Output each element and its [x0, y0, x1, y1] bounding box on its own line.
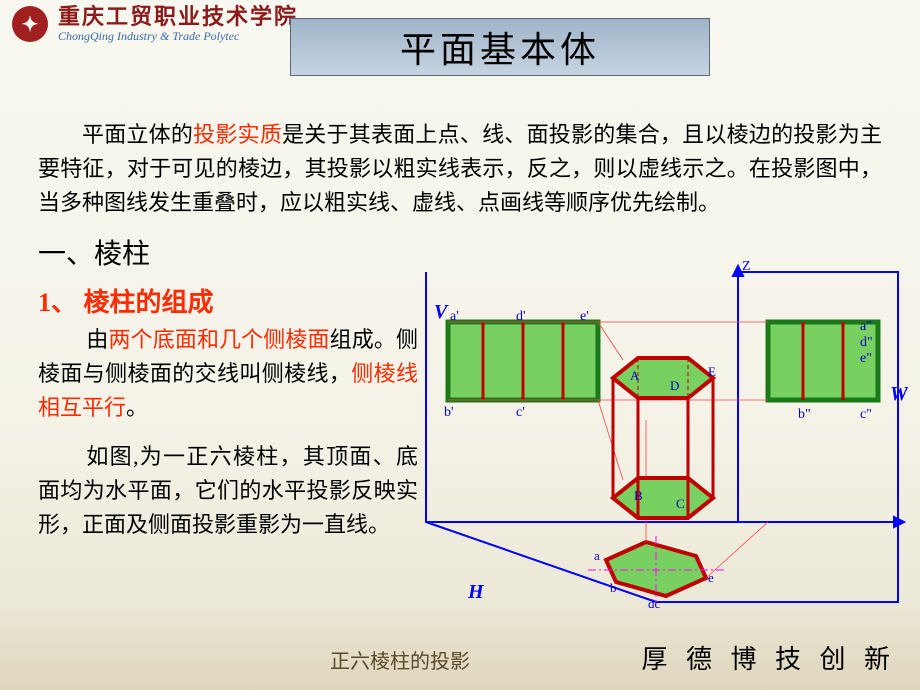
top-projection — [588, 536, 724, 604]
body1-hl1: 两个底面和几个侧棱面 — [109, 327, 330, 352]
vl-B: B — [634, 488, 643, 503]
composition-paragraph: 由两个底面和几个侧棱面组成。侧棱面与侧棱面的交线叫侧棱线，侧棱线相互平行。 — [38, 323, 418, 425]
intro-highlight: 投影实质 — [193, 122, 282, 147]
sl-d: d" — [860, 335, 873, 350]
vl-D: D — [670, 378, 679, 393]
school-name: 重庆工贸职业技术学院 ChongQing Industry & Trade Po… — [58, 6, 298, 42]
vl-C: C — [676, 496, 685, 511]
sl-c: c" — [860, 407, 872, 422]
sl-b: b" — [798, 407, 811, 422]
front-projection — [448, 322, 598, 400]
school-name-en: ChongQing Industry & Trade Polytec — [58, 30, 298, 42]
hex-prism — [613, 358, 713, 518]
page-title: 平面基本体 — [400, 21, 600, 73]
footer-motto: 厚 德 博 技 创 新 — [641, 639, 896, 676]
left-column: 由两个底面和几个侧棱面组成。侧棱面与侧棱面的交线叫侧棱线，侧棱线相互平行。 如图… — [38, 323, 418, 542]
tl-b: b — [610, 580, 617, 595]
sl-a: a" — [860, 319, 872, 334]
axis-z: Z — [742, 260, 751, 274]
vl-A: A — [630, 368, 640, 383]
body1-post: 。 — [126, 395, 148, 420]
intro-paragraph: 平面立体的投影实质是关于其表面上点、线、面投影的集合，且以棱边的投影为主要特征，… — [38, 118, 882, 220]
title-bar: 平面基本体 — [290, 18, 710, 76]
body1-pre: 由 — [86, 327, 108, 352]
projection-figure: Z V W H a' d' e' b' c' a" d" e" b" c" a … — [408, 260, 908, 630]
school-logo-icon: ✦ — [12, 6, 48, 42]
intro-pre: 平面立体的 — [82, 122, 193, 147]
sl-e: e" — [860, 351, 872, 366]
axis-w: W — [890, 383, 908, 405]
school-name-cn: 重庆工贸职业技术学院 — [58, 6, 298, 28]
figure-caption: 正六棱柱的投影 — [330, 645, 470, 674]
tl-e: e — [708, 570, 714, 585]
tl-a: a — [594, 548, 600, 563]
fl-b: b' — [444, 405, 454, 420]
fl-c: c' — [516, 405, 525, 420]
example-paragraph: 如图,为一正六棱柱，其顶面、底面均为水平面，它们的水平投影反映实形，正面及侧面投… — [38, 440, 418, 542]
vl-E: E — [708, 364, 716, 379]
